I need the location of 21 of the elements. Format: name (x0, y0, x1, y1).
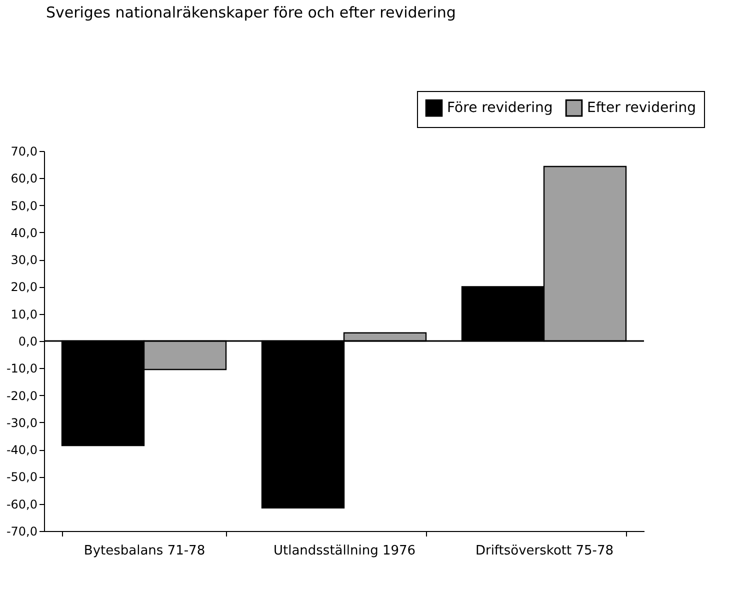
y-tick-label: 0,0 (18, 334, 38, 348)
y-tick-label: 40,0 (10, 226, 38, 240)
y-tick-label: 20,0 (10, 280, 38, 294)
y-tick-label: -40,0 (6, 443, 38, 458)
y-tick-label: 30,0 (10, 253, 38, 268)
y-tick-label: 70,0 (10, 144, 38, 158)
y-tick-label: 10,0 (10, 307, 38, 322)
chart-title: Sveriges nationalräkenskaper före och efter revidering (46, 4, 456, 22)
y-tick-label: -30,0 (6, 416, 38, 430)
y-tick-label: -70,0 (6, 524, 38, 538)
y-tick-label: 60,0 (10, 172, 38, 186)
y-tick-label: 50,0 (10, 198, 38, 213)
y-tick-label: -50,0 (6, 470, 38, 484)
x-tick-label: Driftsöverskott 75-78 (475, 544, 614, 558)
legend-label: Före revidering (447, 100, 553, 116)
legend-label: Efter revidering (587, 100, 696, 116)
y-tick-label: -10,0 (6, 362, 38, 376)
x-tick-label: Utlandsställning 1976 (273, 544, 416, 558)
y-tick-label: -60,0 (6, 497, 38, 512)
x-tick-label: Bytesbalans 71-78 (84, 544, 206, 558)
y-tick-label: -20,0 (6, 388, 38, 403)
